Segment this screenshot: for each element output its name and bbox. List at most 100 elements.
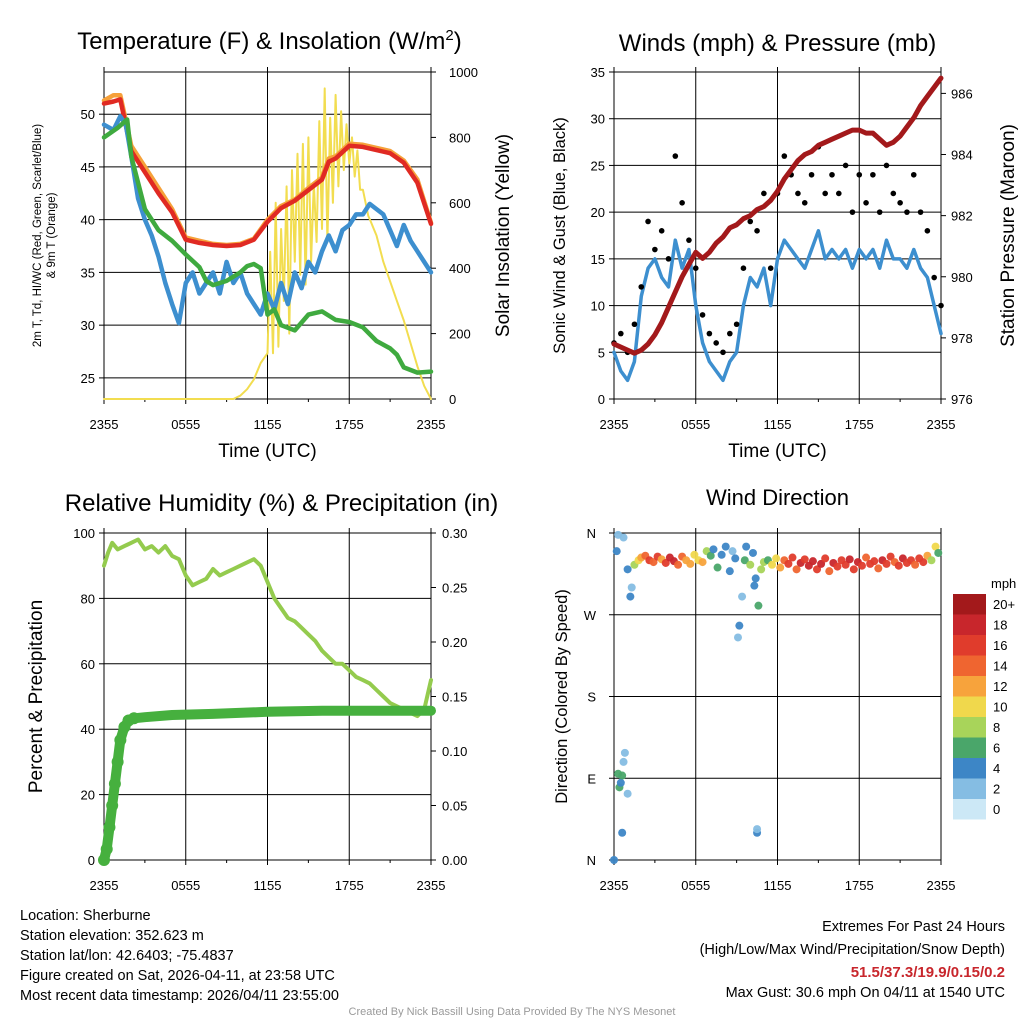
y-right-tick-label: 978 <box>951 331 973 346</box>
precip-point <box>127 712 140 725</box>
series-solar-insolation <box>103 87 432 400</box>
direction-point <box>754 601 763 610</box>
direction-point <box>841 560 850 569</box>
y-right-tick-label: 0 <box>449 392 456 407</box>
direction-point <box>623 789 632 798</box>
gust-point <box>931 274 937 281</box>
colorbar-swatch <box>953 635 986 656</box>
y-axis-label-line2: & 9m T (Orange) <box>46 192 58 278</box>
direction-point <box>808 557 817 566</box>
direction-point <box>686 559 695 568</box>
y-tick-label: 0 <box>598 392 605 407</box>
x-tick-label: 1155 <box>764 878 792 893</box>
gust-point <box>883 162 890 169</box>
precip-point <box>114 734 127 747</box>
gust-point <box>631 321 638 328</box>
direction-point <box>690 550 699 559</box>
x-tick-label: 1755 <box>335 878 364 893</box>
gust-point <box>754 228 760 234</box>
y-tick-label: 20 <box>81 788 95 803</box>
colorbar-swatch <box>953 737 986 758</box>
direction-point <box>717 550 726 559</box>
gust-point <box>672 153 679 159</box>
y-right-tick-label: 986 <box>951 86 973 101</box>
y-tick-label: 80 <box>81 591 95 606</box>
y-tick-label: 30 <box>81 318 95 333</box>
gust-point <box>699 312 706 318</box>
direction-point <box>792 565 801 574</box>
y-right-tick-label: 984 <box>951 148 973 163</box>
direction-point <box>738 592 747 601</box>
direction-point <box>931 542 940 551</box>
colorbar-swatch <box>953 614 986 635</box>
precip-point <box>106 799 119 812</box>
chart-title: Relative Humidity (%) & Precipitation (i… <box>65 490 498 517</box>
gust-point <box>747 218 754 225</box>
x-tick-label: 2355 <box>600 417 629 432</box>
y-right-tick-label: 1000 <box>449 65 478 80</box>
direction-point <box>894 561 903 570</box>
y-right-tick-label: 600 <box>449 196 471 211</box>
direction-point <box>857 561 866 570</box>
colorbar-label: 14 <box>993 659 1007 674</box>
y-axis-label: Sonic Wind & Gust (Blue, Black) <box>551 117 569 354</box>
chart-panel-2: 2355 0555 1155 1755 2355 0 5 10 15 20 25 30 35 976 978… <box>551 30 1019 462</box>
direction-point <box>649 558 658 567</box>
x-tick-label: 2355 <box>417 417 446 432</box>
direction-point <box>750 581 759 590</box>
y-right-tick-label: 0.10 <box>442 744 467 759</box>
y-tick-label: W <box>584 608 597 623</box>
gust-point <box>767 265 774 272</box>
colorbar-label: 20+ <box>993 597 1015 612</box>
direction-point <box>862 553 871 562</box>
series-sonic-wind <box>612 229 943 383</box>
direction-point <box>776 563 785 572</box>
y-tick-label: 40 <box>81 213 95 228</box>
x-tick-label: 2355 <box>417 878 446 893</box>
created-text: Figure created on Sat, 2026-04-11, at 23… <box>20 968 335 984</box>
y-right-tick-label: 400 <box>449 261 471 276</box>
y-tick-label: 45 <box>81 160 95 175</box>
direction-point <box>874 564 883 573</box>
direction-point <box>825 567 834 576</box>
gust-point <box>917 209 924 215</box>
direction-point <box>742 542 751 551</box>
x-tick-label: 1755 <box>335 417 364 432</box>
colorbar-swatch <box>953 717 986 738</box>
precip-point <box>100 843 113 856</box>
direction-point <box>698 558 707 567</box>
direction-point <box>618 771 627 780</box>
colorbar-swatch <box>953 778 986 799</box>
direction-point <box>709 545 718 554</box>
gust-point <box>904 209 910 215</box>
gust-point <box>733 321 740 328</box>
gust-point <box>856 171 863 178</box>
series-td <box>101 117 434 375</box>
gust-point <box>822 190 828 197</box>
gust-point <box>658 228 665 234</box>
direction-point <box>934 548 943 557</box>
gust-point <box>938 302 944 309</box>
direction-point <box>706 551 715 560</box>
colorbar-label: 16 <box>993 638 1007 653</box>
x-tick-label: 0555 <box>681 878 710 893</box>
gust-point <box>713 340 719 346</box>
y-axis-label-line1: 2m T, Td, HI/WC (Red, Green, Scarlet/Blu… <box>32 124 44 347</box>
direction-point <box>813 565 822 574</box>
max-gust-text: Max Gust: 30.6 mph On 04/11 at 1540 UTC <box>725 985 1005 1001</box>
plot-frame <box>613 71 942 400</box>
gust-point <box>863 200 869 206</box>
x-tick-label: 1755 <box>845 417 874 432</box>
x-axis-label: Time (UTC) <box>728 441 827 462</box>
gust-point <box>761 190 767 197</box>
direction-point <box>768 560 777 569</box>
gust-point <box>890 190 897 197</box>
x-tick-label: 0555 <box>171 878 200 893</box>
x-tick-label: 2355 <box>600 878 629 893</box>
gust-point <box>836 190 842 197</box>
station-info: Location: Sherburne Station elevation: 3… <box>20 906 339 1006</box>
direction-point <box>833 562 842 571</box>
chart-panel-4: 2355 0555 1155 1755 2355 N E S W N Wind Direction D… <box>553 485 1016 893</box>
x-tick-label: 2355 <box>90 878 119 893</box>
